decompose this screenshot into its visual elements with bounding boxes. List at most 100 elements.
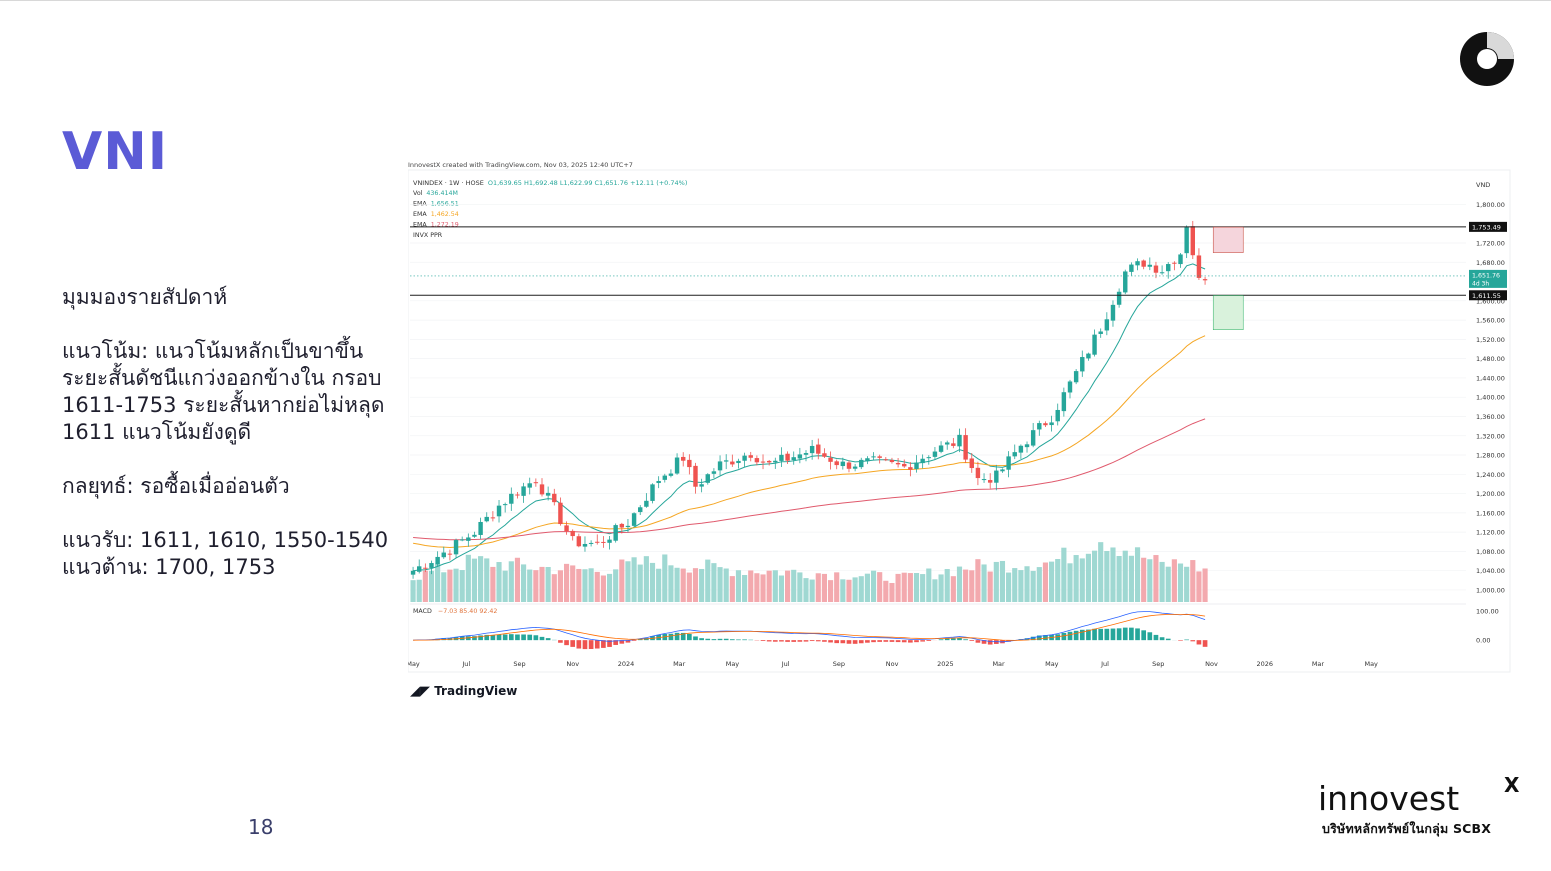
last-price-label: 1,651.76: [1472, 272, 1500, 279]
candle-body: [410, 570, 416, 575]
candle-body: [932, 451, 938, 457]
candle-body: [859, 459, 864, 468]
volume-bar: [877, 572, 883, 602]
macd-histogram-bar: [637, 639, 643, 641]
candle-body: [558, 502, 563, 525]
candle-body: [889, 459, 895, 463]
volume-bar: [981, 564, 987, 602]
price-tick-label: 1,720.00: [1476, 240, 1505, 248]
volume-bar: [748, 570, 754, 602]
macd-histogram-bar: [484, 634, 490, 641]
time-tick-label: Jul: [781, 660, 790, 668]
candle-body: [435, 556, 440, 565]
macd-histogram-bar: [539, 636, 545, 641]
macd-histogram-bar: [822, 640, 827, 642]
slide-title: VNI: [62, 122, 169, 182]
volume-bar: [441, 572, 447, 602]
volume-bar: [852, 577, 858, 602]
top-divider: [0, 0, 1551, 1]
time-tick-label: May: [726, 660, 740, 668]
macd-histogram-bar: [1178, 640, 1183, 641]
macd-histogram-bar: [1086, 629, 1091, 641]
candle-body: [1006, 456, 1011, 470]
macd-histogram-bar: [951, 638, 956, 641]
candle-body: [1123, 271, 1128, 293]
volume-bar: [999, 560, 1006, 602]
macd-histogram-bar: [1129, 627, 1134, 641]
price-tick-label: 1,320.00: [1476, 432, 1505, 440]
volume-bar: [502, 570, 508, 602]
price-tick-label: 1,160.00: [1476, 509, 1505, 517]
macd-histogram-bar: [1043, 635, 1048, 641]
candle-body: [742, 455, 747, 461]
volume-bar: [778, 575, 785, 602]
candle-body: [490, 517, 496, 519]
macd-histogram-bar: [828, 640, 833, 643]
candle-body: [779, 454, 784, 461]
price-tick-label: 1,080.00: [1476, 548, 1505, 556]
volume-bar: [631, 557, 637, 602]
macd-histogram-bar: [607, 640, 612, 647]
macd-histogram-bar: [674, 632, 680, 641]
volume-bar: [435, 563, 441, 602]
candle-body: [453, 540, 459, 555]
time-tick-label: Sep: [1152, 660, 1164, 668]
macd-histogram-bar: [1122, 627, 1128, 641]
candle-body: [1202, 279, 1208, 281]
volume-bar: [521, 564, 527, 602]
volume-bar: [582, 569, 588, 602]
candle-body: [797, 454, 803, 459]
candle-body: [680, 456, 686, 461]
time-tick-label: 2025: [937, 660, 954, 668]
volume-bar: [1049, 561, 1055, 602]
macd-histogram-bar: [1141, 630, 1147, 641]
candle-body: [1141, 260, 1146, 267]
volume-bar: [478, 556, 484, 602]
candle-body: [920, 458, 925, 464]
macd-histogram-bar: [1073, 630, 1079, 641]
volume-bar: [840, 579, 846, 602]
volume-bar: [1055, 559, 1061, 602]
macd-histogram-bar: [558, 640, 563, 643]
candle-body: [441, 552, 446, 558]
price-tick-label: 1,400.00: [1476, 394, 1505, 402]
macd-histogram-bar: [1190, 640, 1196, 642]
volume-bar: [447, 569, 453, 602]
volume-bar: [508, 561, 514, 602]
macd-histogram-bar: [601, 640, 606, 648]
candle-body: [871, 456, 876, 458]
candle-body: [662, 475, 668, 480]
candle-body: [1067, 381, 1073, 393]
volume-bar: [944, 569, 950, 602]
macd-histogram-bar: [975, 640, 981, 643]
volume-bar: [649, 562, 656, 602]
volume-bar: [1141, 557, 1147, 602]
last-price-countdown: 4d 3h: [1472, 280, 1489, 287]
macd-histogram-bar: [908, 640, 913, 643]
candle-body: [588, 542, 594, 544]
candle-body: [459, 539, 465, 541]
candle-body: [429, 563, 434, 568]
volume-bar: [625, 561, 631, 602]
volume-bar: [1165, 566, 1171, 602]
macd-tick-label: 0.00: [1476, 637, 1490, 645]
volume-bar: [1030, 570, 1036, 602]
time-axis: May Jul Sep Nov 2024 Mar May Jul Sep Nov 2025 Mar Ma…: [408, 660, 1378, 668]
volume-bar: [1061, 547, 1067, 602]
macd-histogram-bar: [779, 640, 784, 642]
candle-body: [1061, 392, 1067, 412]
indicator-legend: Vol 436.414M EMA 1,656.51 EMA 1,462.54 EMA 1,27…: [413, 190, 459, 239]
macd-histogram-bar: [809, 640, 815, 642]
time-tick-label: Jul: [461, 660, 470, 668]
last-price-tag: [1469, 269, 1507, 288]
price-level-tag: [1469, 221, 1507, 232]
volume-bar: [729, 576, 735, 602]
candle-body: [1086, 353, 1091, 359]
volume-bar: [1110, 547, 1116, 602]
macd-histogram-bar: [502, 634, 508, 641]
volume-bar: [606, 573, 613, 602]
macd-histogram-bar: [1159, 637, 1165, 641]
candle-body: [1092, 334, 1097, 355]
volume-bar: [1153, 555, 1159, 602]
symbol-line: VNINDEX · 1W · HOSE O1,639.65 H1,692.48 L…: [413, 179, 687, 187]
